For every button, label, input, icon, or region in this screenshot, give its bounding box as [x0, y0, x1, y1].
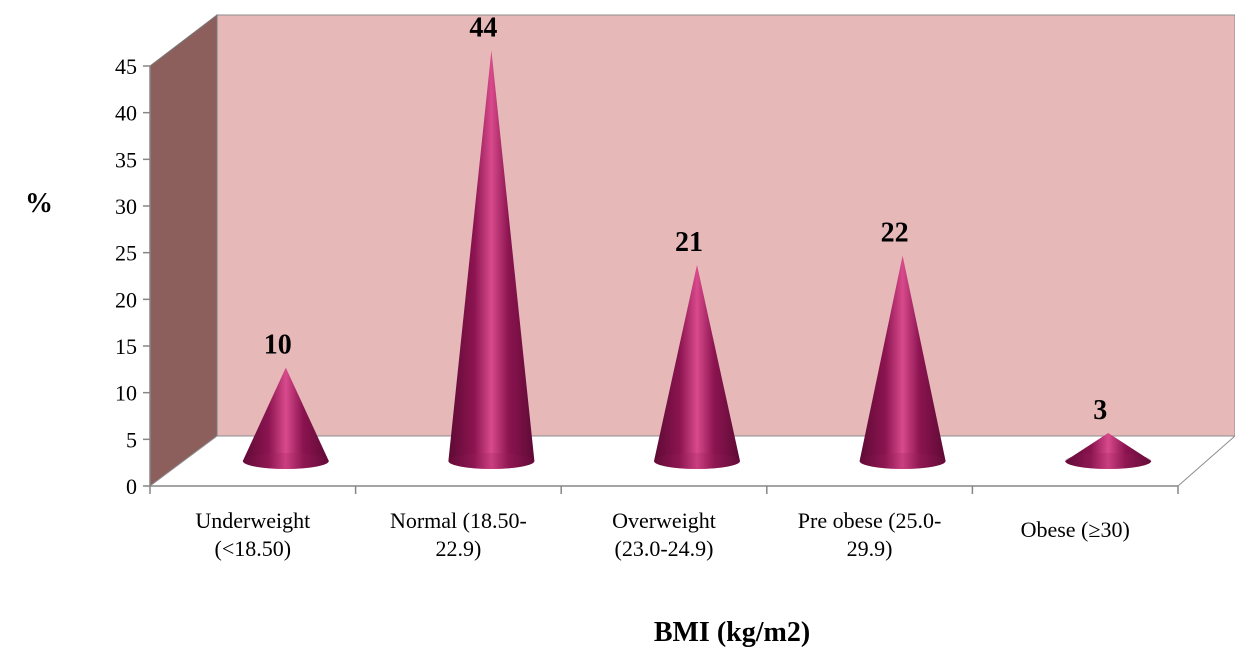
cone-body — [859, 255, 946, 469]
category-label-line: Normal (18.50- — [390, 508, 527, 533]
category-label-line: 29.9) — [847, 536, 893, 561]
category-label-line: Underweight — [195, 508, 310, 533]
y-tick-label: 15 — [115, 334, 137, 359]
category-label: Underweight (<18.50) — [195, 508, 310, 561]
data-label: 10 — [264, 330, 292, 361]
y-tick-label: 25 — [115, 241, 137, 266]
category-label-line: (23.0-24.9) — [615, 536, 714, 561]
category-label-line: Obese (≥30) — [1021, 517, 1130, 542]
cone-series — [242, 50, 1152, 469]
category-label-line: 22.9) — [435, 536, 481, 561]
data-label: 3 — [1093, 395, 1107, 426]
category-label: Pre obese (25.0- 29.9) — [798, 508, 942, 561]
y-tick-label: 40 — [115, 101, 137, 126]
cone-base — [859, 453, 946, 469]
y-tick-label: 10 — [115, 381, 137, 406]
cone-base — [654, 453, 740, 469]
category-labels: Underweight (<18.50) Normal (18.50- 22.9) Ov… — [195, 508, 1129, 561]
cone-1 — [448, 50, 535, 469]
data-labels: 10 44 21 22 3 — [264, 12, 1107, 426]
category-label: Obese (≥30) — [1021, 517, 1130, 542]
y-tick-label: 20 — [115, 287, 137, 312]
cone-base — [242, 453, 329, 469]
cone-base — [1065, 453, 1152, 469]
y-tick-label: 45 — [115, 54, 137, 79]
x-axis — [149, 485, 1179, 494]
data-label: 21 — [675, 227, 703, 258]
y-tick-label: 35 — [115, 147, 137, 172]
side-wall — [149, 13, 218, 487]
cone-base — [448, 453, 535, 469]
category-label: Normal (18.50- 22.9) — [390, 508, 527, 561]
y-axis: 0 5 10 15 20 25 30 35 40 45 — [115, 54, 151, 499]
y-tick-label: 30 — [115, 194, 137, 219]
category-label-line: Pre obese (25.0- — [798, 508, 942, 533]
back-wall — [216, 14, 1235, 437]
cone-4 — [1065, 433, 1152, 469]
category-label-line: (<18.50) — [215, 536, 292, 561]
x-axis-title: BMI (kg/m2) — [654, 617, 810, 648]
cone-2 — [654, 265, 740, 469]
cone-body — [448, 50, 535, 469]
data-label: 22 — [881, 218, 909, 249]
cone-3 — [859, 255, 946, 469]
y-tick-label: 5 — [126, 427, 137, 452]
cone-0 — [242, 367, 329, 469]
data-label: 44 — [469, 12, 497, 43]
y-tick-label: 0 — [126, 474, 137, 499]
category-label-line: Overweight — [612, 508, 716, 533]
cone-body — [242, 367, 329, 469]
category-label: Overweight (23.0-24.9) — [612, 508, 716, 561]
y-axis-title: % — [25, 188, 53, 219]
cone-body — [654, 265, 740, 469]
